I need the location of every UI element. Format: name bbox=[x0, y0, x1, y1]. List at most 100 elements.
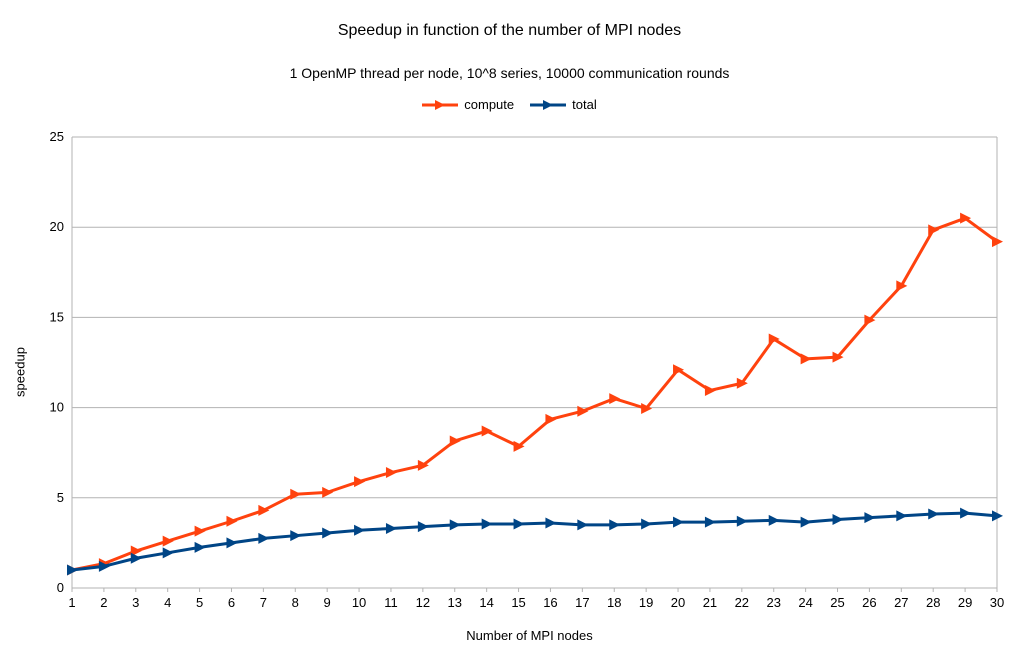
x-tick-label: 2 bbox=[100, 595, 107, 610]
data-point-total bbox=[481, 518, 493, 530]
data-point-total bbox=[194, 541, 206, 553]
data-point-total bbox=[609, 519, 621, 531]
data-point-compute bbox=[736, 377, 748, 389]
y-axis-label: speedup bbox=[12, 347, 28, 397]
data-point-compute bbox=[258, 504, 270, 516]
data-point-compute bbox=[864, 314, 876, 326]
series-line-compute bbox=[71, 216, 998, 572]
x-tick-label: 23 bbox=[766, 595, 780, 610]
data-point-compute bbox=[800, 353, 812, 365]
data-point-compute bbox=[162, 535, 174, 547]
x-tick-label: 27 bbox=[894, 595, 908, 610]
x-tick-label: 9 bbox=[324, 595, 331, 610]
chart-legend: compute total bbox=[0, 97, 1019, 112]
y-tick-label: 5 bbox=[57, 490, 64, 505]
data-point-compute bbox=[545, 413, 557, 425]
data-point-total bbox=[449, 519, 461, 531]
legend-item-compute: compute bbox=[422, 97, 514, 112]
data-point-total bbox=[768, 514, 780, 526]
data-point-compute bbox=[768, 333, 780, 345]
x-tick-label: 3 bbox=[132, 595, 139, 610]
data-point-total bbox=[226, 537, 238, 549]
data-point-compute bbox=[322, 486, 334, 498]
data-point-total bbox=[513, 518, 525, 530]
x-tick-label: 20 bbox=[671, 595, 685, 610]
data-point-total bbox=[545, 517, 557, 529]
x-tick-label: 18 bbox=[607, 595, 621, 610]
x-tick-label: 17 bbox=[575, 595, 589, 610]
data-point-compute bbox=[641, 403, 653, 415]
data-point-total bbox=[258, 532, 270, 544]
data-point-total bbox=[322, 527, 334, 539]
y-tick-label: 10 bbox=[50, 400, 64, 415]
data-point-total bbox=[832, 513, 844, 525]
chart-title: Speedup in function of the number of MPI… bbox=[337, 22, 682, 39]
data-point-compute bbox=[130, 545, 142, 557]
x-tick-label: 21 bbox=[703, 595, 717, 610]
data-point-total bbox=[162, 547, 174, 559]
x-tick-label: 28 bbox=[926, 595, 940, 610]
y-tick-label: 20 bbox=[50, 219, 64, 234]
x-tick-label: 26 bbox=[862, 595, 876, 610]
data-point-compute bbox=[673, 364, 685, 376]
data-point-total bbox=[354, 524, 366, 536]
x-tick-label: 15 bbox=[511, 595, 525, 610]
data-point-total bbox=[928, 508, 940, 520]
x-tick-label: 1 bbox=[68, 595, 75, 610]
data-point-total bbox=[960, 507, 972, 519]
x-tick-label: 14 bbox=[479, 595, 493, 610]
data-point-total bbox=[417, 521, 429, 533]
y-tick-label: 15 bbox=[50, 309, 64, 324]
data-point-total bbox=[736, 515, 748, 527]
x-tick-label: 8 bbox=[292, 595, 299, 610]
data-point-total bbox=[704, 516, 716, 528]
x-tick-label: 16 bbox=[543, 595, 557, 610]
data-point-compute bbox=[992, 236, 1003, 248]
data-point-total bbox=[864, 512, 876, 524]
legend-swatch-total bbox=[530, 99, 567, 110]
data-point-compute bbox=[960, 212, 972, 224]
x-tick-label: 29 bbox=[958, 595, 972, 610]
data-point-compute bbox=[449, 435, 461, 447]
x-tick-label: 11 bbox=[384, 595, 398, 610]
data-point-total bbox=[67, 564, 78, 576]
x-tick-label: 25 bbox=[830, 595, 844, 610]
legend-swatch-compute bbox=[422, 99, 459, 110]
data-point-compute bbox=[481, 425, 493, 437]
data-point-compute bbox=[704, 384, 716, 396]
y-tick-label: 0 bbox=[57, 580, 64, 595]
x-tick-label: 5 bbox=[196, 595, 203, 610]
data-point-total bbox=[800, 516, 812, 528]
x-tick-label: 7 bbox=[260, 595, 267, 610]
data-point-compute bbox=[354, 476, 366, 488]
x-tick-label: 19 bbox=[639, 595, 653, 610]
data-point-total bbox=[130, 552, 142, 564]
legend-label-total: total bbox=[572, 97, 597, 112]
x-tick-label: 4 bbox=[164, 595, 171, 610]
x-tick-label: 30 bbox=[990, 595, 1004, 610]
data-point-total bbox=[98, 560, 110, 572]
x-tick-label: 24 bbox=[798, 595, 812, 610]
legend-label-compute: compute bbox=[464, 97, 515, 112]
legend-item-total: total bbox=[530, 97, 597, 112]
data-point-compute bbox=[832, 351, 844, 363]
data-point-total bbox=[673, 516, 685, 528]
series-line-total bbox=[71, 511, 998, 572]
data-point-compute bbox=[896, 280, 908, 292]
x-tick-label: 13 bbox=[448, 595, 462, 610]
x-tick-label: 6 bbox=[228, 595, 235, 610]
data-point-compute bbox=[226, 515, 238, 527]
data-point-compute bbox=[609, 393, 621, 405]
data-point-total bbox=[992, 510, 1003, 522]
x-tick-label: 22 bbox=[735, 595, 749, 610]
data-point-total bbox=[290, 530, 302, 542]
data-point-compute bbox=[928, 224, 940, 236]
data-point-compute bbox=[577, 405, 589, 417]
data-point-compute bbox=[194, 525, 206, 537]
data-point-compute bbox=[417, 459, 429, 471]
x-tick-label: 12 bbox=[416, 595, 430, 610]
data-point-compute bbox=[513, 440, 525, 452]
chart-subtitle: 1 OpenMP thread per node, 10^8 series, 1… bbox=[289, 65, 730, 81]
data-point-total bbox=[385, 522, 397, 534]
